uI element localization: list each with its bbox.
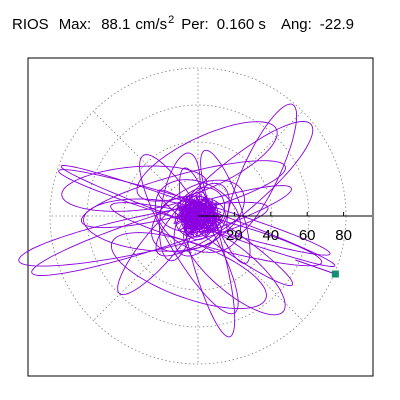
orbit-loop xyxy=(110,232,267,310)
max-unit-exponent: 2 xyxy=(168,14,175,26)
header-bar: RIOS Max: 88.1 cm/s 2 Per: 0.160 s Ang: … xyxy=(12,14,354,36)
orbit-loop xyxy=(80,160,286,229)
orbit-loop xyxy=(151,179,245,253)
orbit-loop xyxy=(179,167,236,338)
max-value: 88.1 xyxy=(101,16,131,33)
orbit-loop xyxy=(159,195,226,233)
orbit-loop xyxy=(136,121,278,202)
grid-spoke xyxy=(93,111,173,191)
orbit-loop xyxy=(139,154,239,315)
per-label: Per: xyxy=(181,16,209,33)
peak-marker-group xyxy=(295,259,339,278)
max-label: Max: xyxy=(58,16,92,33)
plot-frame xyxy=(27,57,374,377)
orbit-loop xyxy=(61,165,208,212)
radial-tick-label: 60 xyxy=(299,227,316,244)
peak-marker xyxy=(331,270,339,278)
orbit-loop xyxy=(155,121,314,257)
grid-spoke xyxy=(223,111,303,191)
radial-tick-label: 20 xyxy=(226,227,243,244)
ang-value: -22.9 xyxy=(319,16,354,33)
radial-tick-label: 80 xyxy=(335,227,352,244)
radial-axis: 20 40 60 80 xyxy=(198,212,372,244)
orbit-loop xyxy=(110,202,323,267)
grid-spoke xyxy=(93,241,173,321)
radial-tick-label: 40 xyxy=(262,227,279,244)
orbit-loop xyxy=(157,189,294,287)
station-name: RIOS xyxy=(12,16,49,33)
orbit-loop xyxy=(60,165,336,267)
orbit-loop xyxy=(226,103,298,238)
orbit-trace xyxy=(18,103,336,338)
grid-spoke xyxy=(223,241,303,321)
ang-label: Ang: xyxy=(280,16,312,33)
peak-ray xyxy=(295,259,336,275)
per-value: 0.160 s xyxy=(216,16,266,33)
orbit-loop xyxy=(58,169,331,256)
max-unit: cm/s xyxy=(135,16,168,33)
